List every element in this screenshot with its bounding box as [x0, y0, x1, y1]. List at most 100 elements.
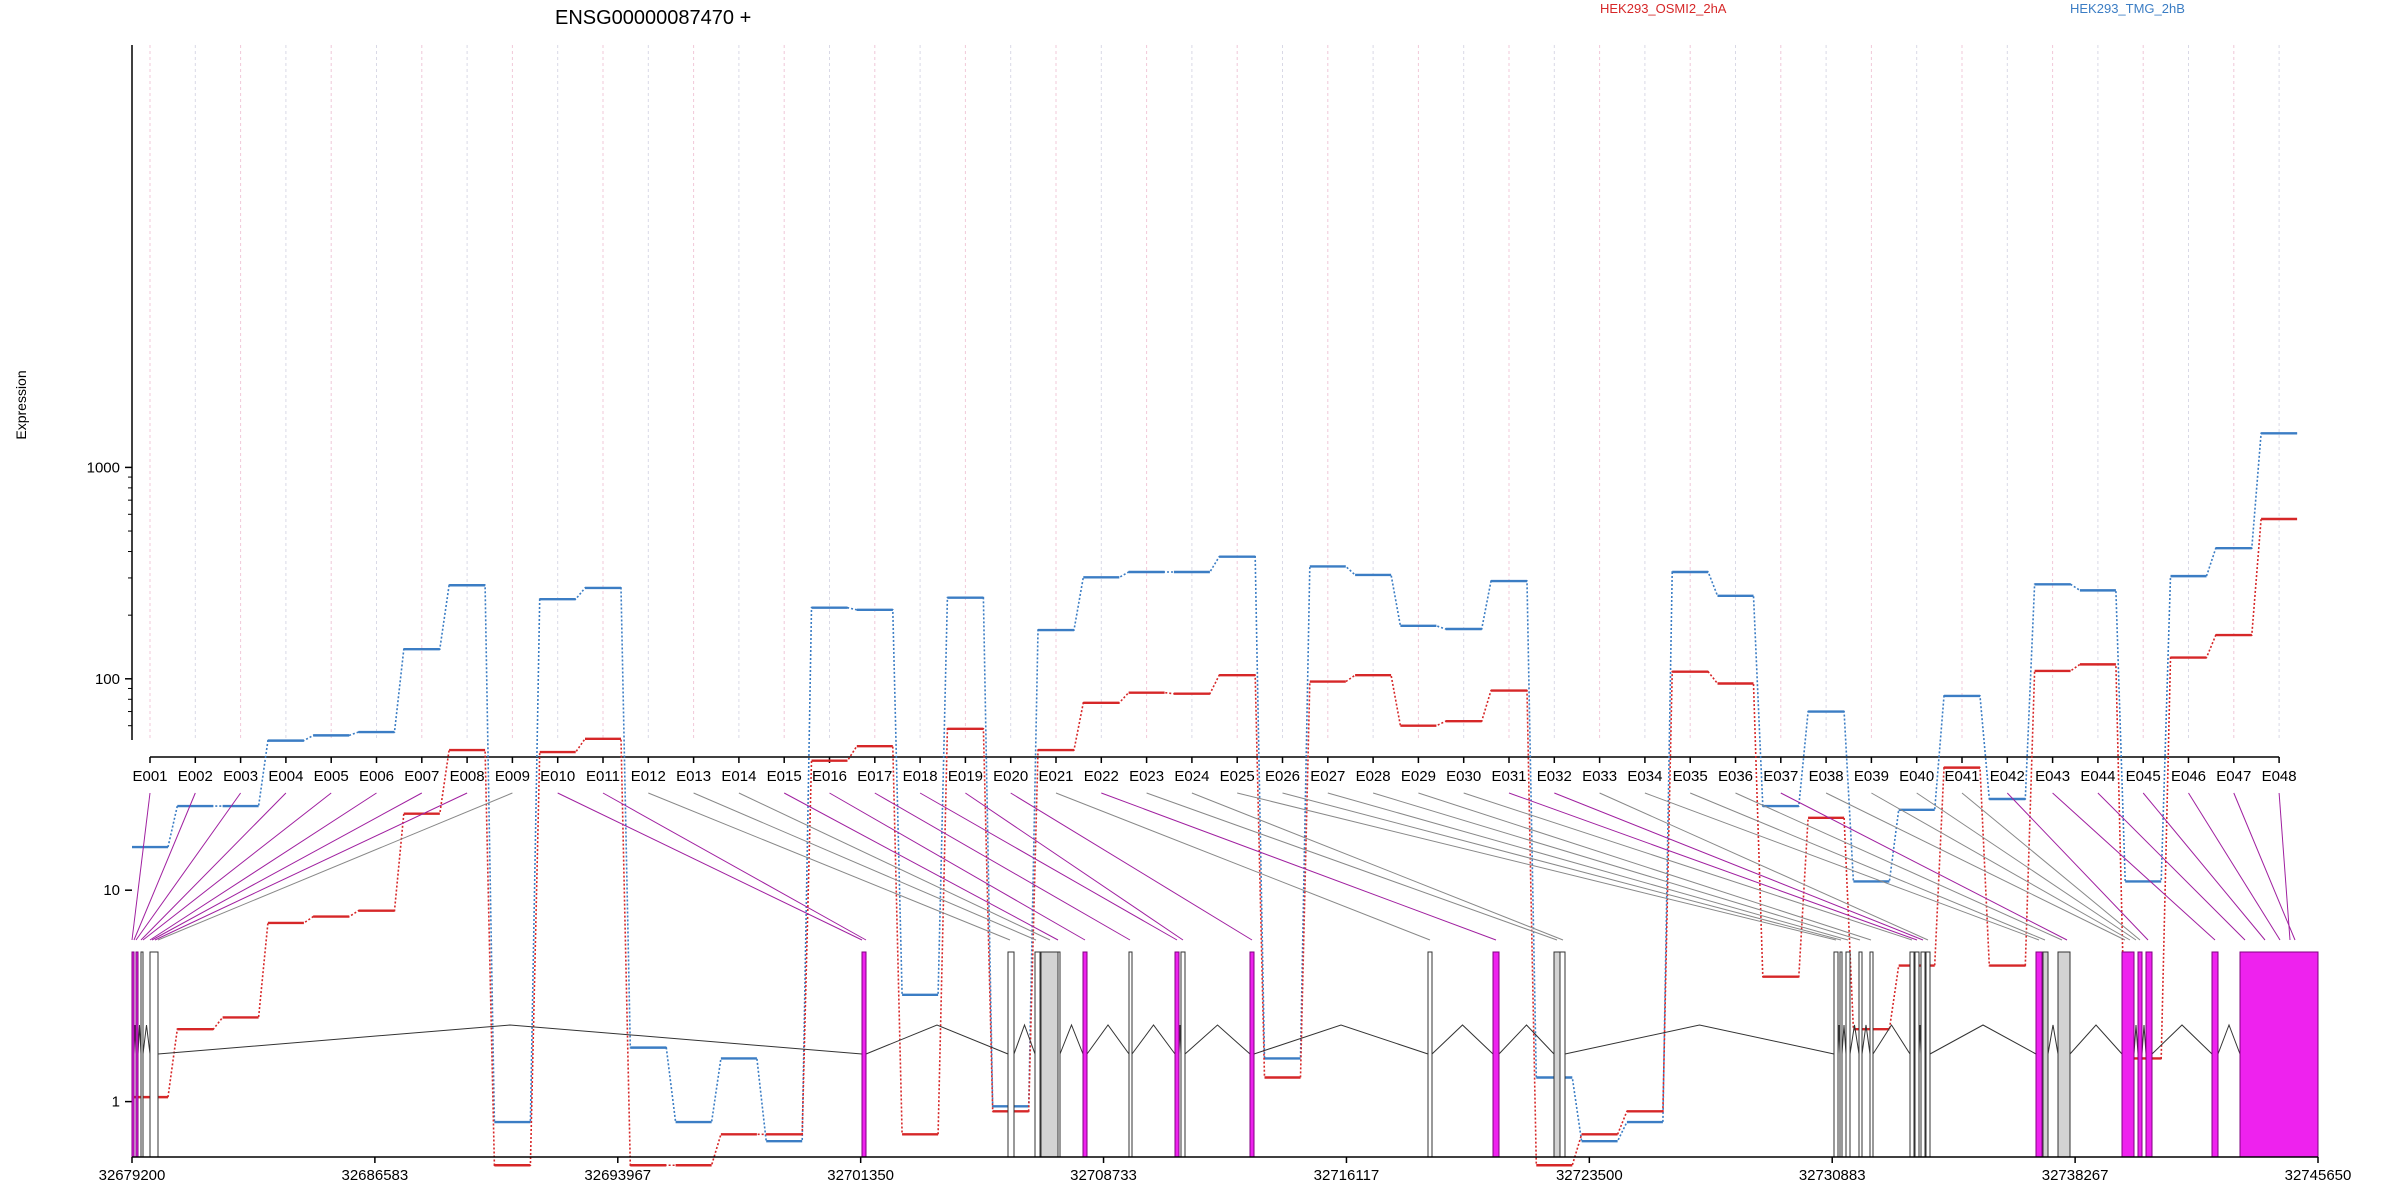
- intron-line: [2069, 1024, 2123, 1055]
- legend-entry-tmg: HEK293_TMG_2hB: [2070, 1, 2185, 16]
- series-lines: [132, 432, 2298, 1167]
- exon-block: [2211, 951, 2219, 1158]
- exon-block: [149, 951, 159, 1158]
- intron-line: [2047, 1024, 2059, 1055]
- exon-connector: [919, 792, 1178, 941]
- series-line: [132, 518, 2298, 1167]
- genome-axis: 32679200 32686583 32693967 32701350 32708733…: [99, 1156, 2351, 1184]
- intron-line: [2151, 1024, 2213, 1055]
- x-tick-label: E004: [268, 768, 303, 785]
- exon-block: [1174, 951, 1180, 1158]
- exon-connector: [1780, 792, 2068, 941]
- exon-connector: [829, 792, 1086, 941]
- x-tick-label: E016: [812, 768, 847, 785]
- exon-block: [1559, 951, 1566, 1158]
- exon-connector: [1191, 792, 1564, 941]
- x-tick-label: E034: [1627, 768, 1662, 785]
- exon-connector: [874, 792, 1131, 941]
- exon-connector: [1237, 792, 1837, 941]
- intron-line: [865, 1024, 1009, 1055]
- x-tick-label: E032: [1537, 768, 1572, 785]
- exon-connector: [1871, 792, 2131, 941]
- exon-connector: [1327, 792, 1849, 941]
- intron-line: [1861, 1024, 1871, 1055]
- exon-connector: [557, 792, 863, 941]
- intron-line: [1131, 1024, 1176, 1055]
- x-tick-label: E007: [404, 768, 439, 785]
- x-tick-label: E043: [2035, 768, 2070, 785]
- y-tick-label: 1000: [87, 459, 120, 476]
- exon-block: [1920, 951, 1926, 1158]
- exon-block: [140, 951, 144, 1158]
- exon-block: [1427, 951, 1433, 1158]
- exon-connector: [133, 792, 196, 941]
- axes: 1 10 100 1000 E001 E002 E003 E004 E005 E006 E007 E0…: [87, 45, 2297, 1111]
- exon-block: [2042, 951, 2049, 1158]
- x-tick-label: E025: [1220, 768, 1255, 785]
- exon-connector: [1644, 792, 2040, 941]
- vertical-guide-lines: [149, 45, 2280, 740]
- exon-connector: [157, 792, 513, 941]
- gene-model: [131, 951, 2319, 1158]
- exon-connector: [2278, 792, 2291, 941]
- genome-tick-label: 32679200: [99, 1167, 166, 1184]
- genome-tick-label: 32693967: [584, 1167, 651, 1184]
- exon-block: [1833, 951, 1839, 1158]
- exon-block: [1492, 951, 1500, 1158]
- exon-block: [1082, 951, 1088, 1158]
- x-tick-label: E047: [2216, 768, 2251, 785]
- exon-connector: [1916, 792, 2137, 941]
- exon-connector: [1055, 792, 1431, 941]
- exon-block: [1858, 951, 1863, 1158]
- exon-connector: [1508, 792, 1918, 941]
- exon-block: [861, 951, 867, 1158]
- x-tick-label: E036: [1718, 768, 1753, 785]
- exon-connector: [1418, 792, 1872, 941]
- x-tick-label: E045: [2126, 768, 2161, 785]
- x-tick-label: E009: [495, 768, 530, 785]
- x-tick-label: E048: [2262, 768, 2297, 785]
- x-tick-label: E041: [1944, 768, 1979, 785]
- exon-connector: [1961, 792, 2141, 941]
- exon-connector: [151, 792, 423, 941]
- exon-block: [1553, 951, 1561, 1158]
- intron-line: [2133, 1024, 2139, 1055]
- x-tick-label: E039: [1854, 768, 1889, 785]
- exon-block: [1869, 951, 1874, 1158]
- intron-line: [1086, 1024, 1130, 1055]
- intron-line: [1059, 1023, 1084, 1055]
- x-tick-label: E017: [857, 768, 892, 785]
- x-tick-label: E023: [1129, 768, 1164, 785]
- intron-line: [1872, 1024, 1911, 1055]
- exon-block: [2121, 951, 2135, 1158]
- exon-block: [1057, 951, 1061, 1158]
- exon-connector: [154, 792, 468, 941]
- x-tick-label: E027: [1310, 768, 1345, 785]
- exon-connector: [1463, 792, 1913, 941]
- exon-connector: [142, 792, 332, 941]
- exon-connector: [1372, 792, 1861, 941]
- x-tick-label: E035: [1673, 768, 1708, 785]
- x-tick-label: E037: [1763, 768, 1798, 785]
- intron-line: [1253, 1024, 1429, 1055]
- exon-connector: [648, 792, 1011, 941]
- exon-connector: [1690, 792, 2046, 941]
- genome-tick-label: 32708733: [1070, 1167, 1137, 1184]
- y-axis-label: Expression: [13, 370, 29, 439]
- exon-connector: [1282, 792, 1842, 941]
- intron-line: [1849, 1024, 1860, 1055]
- genome-tick-label: 32716117: [1314, 1167, 1380, 1184]
- exon-block: [2137, 951, 2143, 1158]
- genome-tick-label: 32723500: [1556, 1167, 1623, 1184]
- exon-block: [1914, 951, 1920, 1158]
- exon-connector: [2006, 792, 2149, 941]
- x-tick-label: E003: [223, 768, 258, 785]
- exon-connectors: [131, 792, 2296, 941]
- exon-connector: [1825, 792, 2126, 941]
- intron-line: [2217, 1023, 2241, 1055]
- x-tick-label: E022: [1084, 768, 1119, 785]
- exon-block: [1034, 951, 1041, 1158]
- exon-connector: [2052, 792, 2216, 941]
- intron-line: [1184, 1024, 1251, 1055]
